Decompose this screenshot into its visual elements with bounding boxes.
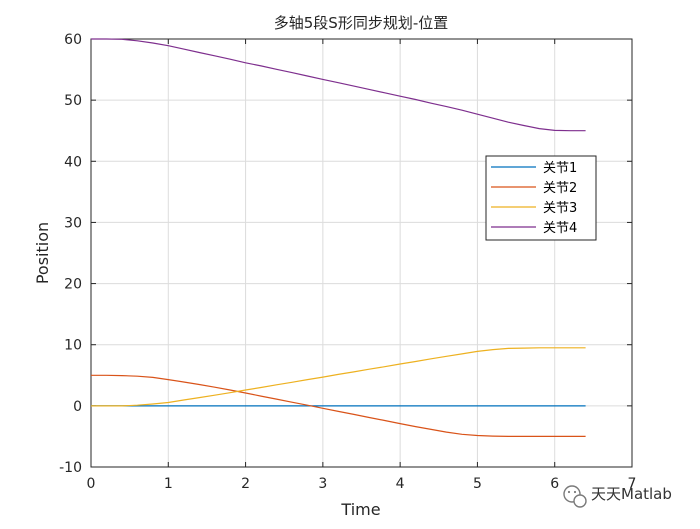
series-line-3	[91, 347, 586, 407]
y-tick-label: 40	[64, 154, 82, 170]
y-tick-label: -10	[59, 460, 82, 476]
x-tick-label: 0	[87, 476, 96, 492]
legend-box	[485, 155, 597, 241]
x-tick-label: 3	[318, 476, 327, 492]
series-lines	[91, 38, 586, 437]
series-line-2	[91, 374, 586, 437]
y-axis-label: Position	[33, 222, 52, 284]
x-tick-label: 4	[396, 476, 405, 492]
legend: 关节1 关节2 关节3 关节4	[485, 155, 597, 241]
watermark: 天天Matlab	[563, 485, 672, 508]
y-tick-label: 30	[64, 215, 82, 231]
chart-title: 多轴5段S形同步规划-位置	[274, 14, 448, 32]
legend-label: 关节2	[543, 181, 577, 196]
watermark-text: 天天Matlab	[591, 485, 672, 503]
series-line-4	[91, 38, 586, 132]
legend-label: 关节1	[543, 161, 577, 176]
plot-area	[90, 38, 633, 468]
x-tick-label: 5	[473, 476, 482, 492]
x-tick-label: 1	[164, 476, 173, 492]
legend-label: 关节3	[543, 201, 577, 216]
y-tick-label: 20	[64, 277, 82, 293]
y-tick-label: 0	[73, 399, 82, 415]
legend-label: 关节4	[543, 221, 577, 236]
x-tick-label: 2	[241, 476, 250, 492]
y-tick-label: 50	[64, 93, 82, 109]
x-tick-label: 7	[628, 476, 637, 492]
y-tick-label: 10	[64, 338, 82, 354]
axis-ticks: 0 1 2 3 4 5 6 7 -10 0 10 20 30 40 50 60	[59, 32, 636, 492]
x-axis-label: Time	[340, 500, 380, 519]
x-tick-label: 6	[550, 476, 559, 492]
wechat-icon	[563, 485, 587, 508]
y-tick-label: 60	[64, 32, 82, 48]
